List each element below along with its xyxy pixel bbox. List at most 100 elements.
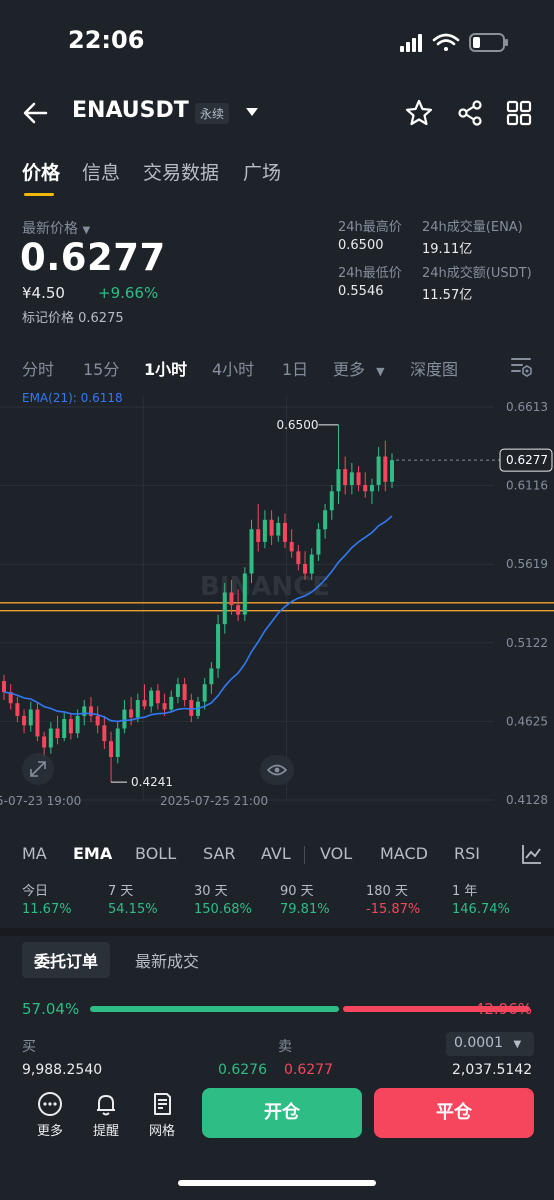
high-value: 0.6500 (338, 238, 384, 253)
caret-down-icon[interactable] (245, 105, 259, 119)
more-icon (38, 1092, 62, 1116)
candle-body-28 (189, 700, 194, 716)
candle-body-24 (162, 703, 167, 710)
interval-depth[interactable]: 深度图 (410, 360, 459, 379)
candle-body-16 (109, 741, 114, 757)
y-tick-4: 0.4625 (506, 714, 548, 728)
tab-info[interactable]: 信息 (82, 162, 121, 184)
candle-body-30 (202, 684, 207, 702)
y-tick-5: 0.4128 (506, 793, 548, 807)
star-icon[interactable] (404, 98, 434, 128)
signal-icon (400, 34, 422, 52)
candle-body-12 (82, 706, 87, 716)
last-price-label[interactable]: 最新价格 ▼ (22, 218, 90, 238)
active-tab-indicator (24, 193, 54, 196)
open-position-button[interactable]: 开仓 (202, 1088, 362, 1138)
tab-recent-trades[interactable]: 最新成交 (135, 952, 200, 971)
mark-price: 标记价格 0.6275 (22, 311, 124, 326)
candle-body-3 (22, 715, 27, 726)
perf-value-3: 79.81% (280, 902, 330, 917)
grid-button[interactable]: 网格 (142, 1090, 182, 1139)
y-tick-1: 0.6116 (506, 479, 548, 493)
interval-1d[interactable]: 1日 (282, 360, 309, 379)
last-price-label-text: 最新价格 (22, 221, 78, 237)
candle-body-2 (15, 703, 20, 716)
alert-label: 提醒 (92, 1124, 119, 1139)
candle-body-42 (282, 522, 287, 542)
candle-body-27 (182, 684, 187, 701)
status-icons (400, 33, 508, 52)
tab-orders[interactable]: 委托订单 (22, 942, 111, 978)
eye-icon (260, 755, 294, 785)
indicator-rsi[interactable]: RSI (454, 844, 480, 863)
indicator-vol[interactable]: VOL (320, 844, 353, 863)
candle-body-32 (216, 624, 221, 669)
candle-body-48 (323, 510, 328, 530)
buy-percent: 57.04% (22, 1000, 80, 1018)
candles (1, 424, 395, 783)
share-icon[interactable] (455, 98, 485, 128)
high-marker-label: 0.6500 (276, 418, 318, 432)
candle-body-43 (289, 541, 294, 552)
candle-body-36 (242, 573, 247, 615)
interval-1h[interactable]: 1小时 (144, 360, 188, 379)
y-tick-0: 0.6613 (506, 400, 548, 414)
low-value: 0.5546 (338, 284, 384, 299)
candle-body-25 (169, 696, 174, 710)
perf-value-4: -15.87% (366, 902, 421, 917)
price-cny: ¥4.50 (22, 284, 65, 302)
interval-line[interactable]: 分时 (22, 360, 55, 379)
indicator-ema[interactable]: EMA (73, 844, 113, 863)
last-price: 0.6277 (20, 236, 166, 279)
alert-button[interactable]: 提醒 (86, 1090, 126, 1139)
tab-trading-data[interactable]: 交易数据 (143, 162, 220, 184)
candle-body-21 (142, 700, 147, 707)
buy-qty: 9,988.2540 (22, 1062, 103, 1078)
indicator-avl[interactable]: AVL (261, 844, 291, 863)
candle-body-31 (209, 668, 214, 685)
candle-body-50 (336, 469, 341, 492)
more-label: 更多 (36, 1124, 63, 1139)
caret-down-icon: ▼ (376, 365, 385, 378)
candle-body-54 (363, 484, 368, 492)
candle-body-53 (356, 472, 361, 485)
back-arrow-icon[interactable] (20, 98, 52, 128)
interval-more[interactable]: 更多 ▼ (333, 356, 385, 380)
tab-price[interactable]: 价格 (22, 162, 61, 184)
indicator-sar[interactable]: SAR (203, 844, 236, 863)
indicator-settings-icon[interactable] (520, 842, 544, 866)
candle-body-33 (222, 592, 227, 625)
candle-body-38 (256, 529, 261, 542)
close-position-button[interactable]: 平仓 (374, 1088, 534, 1138)
interval-15m[interactable]: 15分 (83, 360, 120, 379)
x-label-0: 5-07-23 19:00 (0, 794, 81, 808)
more-button[interactable]: 更多 (30, 1090, 70, 1139)
candle-body-41 (276, 522, 281, 536)
perf-value-2: 150.68% (194, 902, 252, 917)
interval-4h[interactable]: 4小时 (212, 360, 255, 379)
candle-body-49 (329, 491, 334, 511)
indicator-macd[interactable]: MACD (380, 844, 428, 863)
low-label: 24h最低价 (338, 266, 402, 281)
candle-body-6 (42, 736, 47, 748)
chart-settings-icon[interactable] (510, 354, 534, 378)
indicator-boll[interactable]: BOLL (135, 844, 177, 863)
indicator-ma[interactable]: MA (22, 844, 47, 863)
sell-price[interactable]: 0.6277 (284, 1062, 333, 1078)
precision-select[interactable]: 0.0001 ▼ (446, 1032, 534, 1056)
caret-down-icon: ▼ (82, 225, 91, 236)
amount-value: 11.57亿 (422, 288, 473, 303)
pair-title[interactable]: ENAUSDT (72, 98, 189, 123)
y-tick-2: 0.5619 (506, 557, 548, 571)
candle-body-22 (149, 690, 154, 707)
candlestick-chart[interactable]: EMA(21): 0.6118 BINANCE 0.6613 0.6116 0.56… (0, 385, 554, 815)
grid-menu-icon[interactable] (504, 98, 534, 128)
candle-body-47 (316, 529, 321, 555)
tab-square[interactable]: 广场 (243, 162, 282, 184)
caret-down-icon: ▼ (513, 1039, 522, 1050)
perf-label-1: 7 天 (108, 884, 134, 899)
candle-body-13 (88, 706, 93, 716)
candle-body-23 (155, 690, 160, 704)
buy-price[interactable]: 0.6276 (218, 1062, 267, 1078)
candle-body-44 (296, 551, 301, 565)
